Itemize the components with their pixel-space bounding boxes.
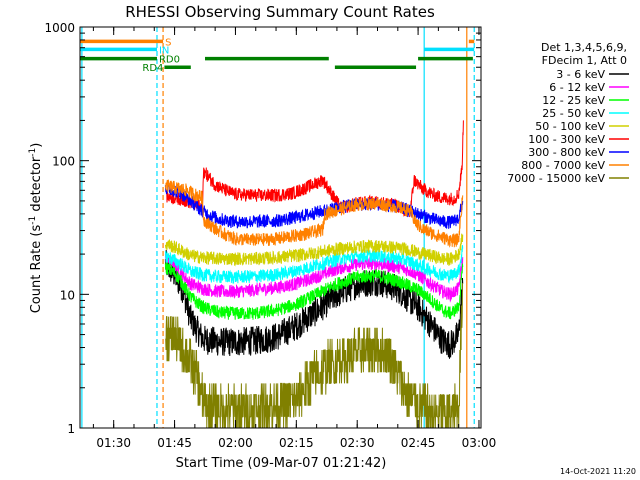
legend-entry-label: 50 - 100 keV	[535, 120, 605, 133]
y-tick-label: 10	[60, 288, 75, 302]
y-tick-label: 1000	[44, 21, 75, 35]
series-line	[164, 179, 464, 248]
series-line	[165, 283, 464, 428]
flag-label: RD4	[142, 63, 163, 74]
x-tick-label: 01:45	[157, 436, 192, 450]
x-tick-label: 02:15	[279, 436, 314, 450]
legend-entry-label: 12 - 25 keV	[542, 94, 605, 107]
timestamp: 14-Oct-2021 11:20	[560, 467, 636, 476]
flag-label: IN	[159, 45, 169, 56]
legend-entry-label: 25 - 50 keV	[542, 107, 605, 120]
legend-entry-label: 6 - 12 keV	[549, 81, 605, 94]
x-tick-label: 02:45	[401, 436, 436, 450]
series-line	[166, 120, 464, 218]
flag-label: S	[165, 37, 171, 48]
legend-entry-label: 7000 - 15000 keV	[507, 172, 605, 185]
flag-label: RD0	[159, 55, 180, 66]
plot-frame	[79, 26, 482, 429]
y-tick-label: 100	[52, 155, 75, 169]
x-tick-label: 01:30	[96, 436, 131, 450]
legend-header-line-2: FDecim 1, Att 0	[542, 54, 627, 67]
series-line	[164, 249, 464, 359]
y-axis-label: Count Rate (s-1 detector-1)	[28, 143, 44, 314]
legend-entry-label: 800 - 7000 keV	[521, 159, 605, 172]
y-tick-label: 1	[67, 422, 75, 436]
series-line	[164, 262, 464, 320]
series-line	[164, 253, 464, 303]
legend: Det 1,3,4,5,6,9, FDecim 1, Att 0 3 - 6 k…	[507, 41, 629, 185]
legend-entry-label: 100 - 300 keV	[528, 133, 605, 146]
legend-entry-label: 300 - 800 keV	[528, 146, 605, 159]
x-tick-label: 03:00	[462, 436, 497, 450]
legend-entry-label: 3 - 6 keV	[556, 68, 605, 81]
x-tick-label: 02:30	[340, 436, 375, 450]
x-axis-label: Start Time (09-Mar-07 01:21:42)	[176, 456, 387, 471]
series-line	[164, 233, 464, 267]
series-line	[164, 245, 464, 285]
x-tick-label: 02:00	[218, 436, 253, 450]
chart-title: RHESSI Observing Summary Count Rates	[125, 3, 435, 21]
legend-header-line-1: Det 1,3,4,5,6,9,	[541, 41, 627, 54]
